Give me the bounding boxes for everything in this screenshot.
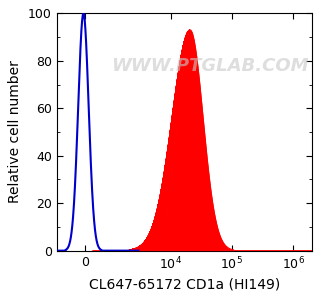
Text: WWW.PTGLAB.COM: WWW.PTGLAB.COM bbox=[111, 56, 308, 74]
X-axis label: CL647-65172 CD1a (HI149): CL647-65172 CD1a (HI149) bbox=[89, 278, 280, 292]
Y-axis label: Relative cell number: Relative cell number bbox=[8, 61, 22, 203]
